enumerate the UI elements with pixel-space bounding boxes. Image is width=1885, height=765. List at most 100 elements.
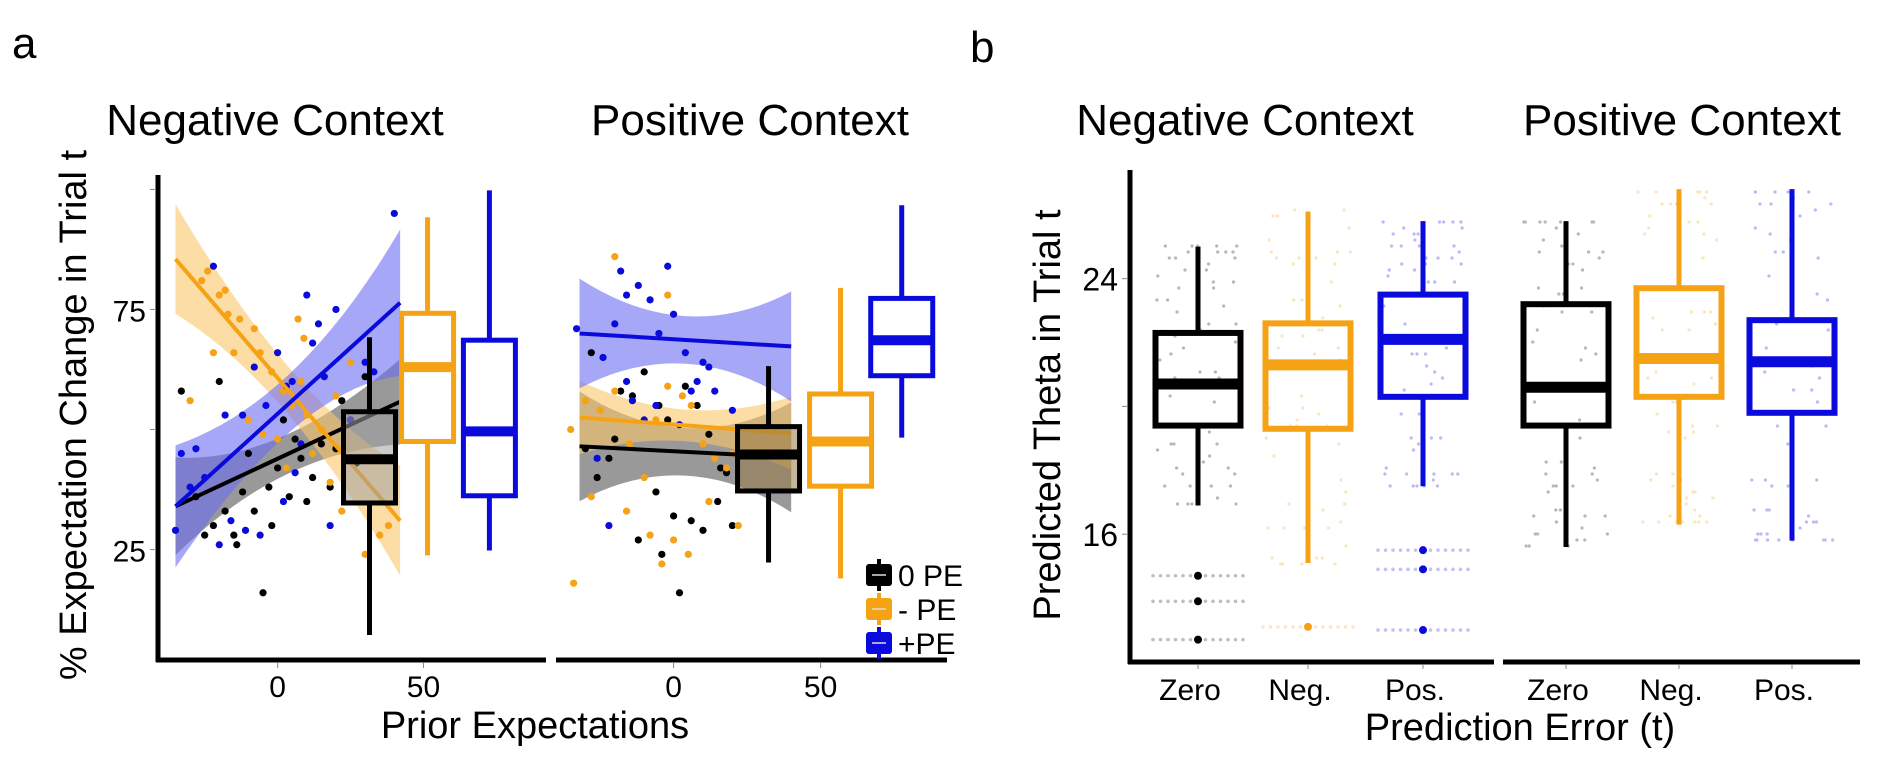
data-point-zero-pe — [233, 541, 241, 549]
outlier-jitter — [1398, 567, 1403, 572]
data-point-pos-pe — [611, 320, 619, 328]
data-point — [1671, 472, 1675, 476]
data-point-zero-pe — [250, 507, 258, 515]
outlier-jitter — [1233, 637, 1238, 642]
x-tick-label-b: Zero — [1159, 674, 1221, 707]
data-point — [1412, 232, 1416, 236]
data-point — [1450, 472, 1454, 476]
data-point-zero-pe — [640, 368, 648, 376]
outlier-row — [1376, 546, 1470, 555]
data-point — [1416, 232, 1420, 236]
outlier-jitter — [1268, 625, 1273, 629]
data-point — [1459, 262, 1463, 266]
outlier-jitter — [1283, 625, 1288, 629]
data-point-zero-pe — [297, 454, 305, 462]
data-point-pos-pe — [227, 517, 235, 525]
data-point — [1537, 250, 1541, 254]
data-point — [1702, 310, 1706, 314]
data-point-pos-pe — [241, 526, 250, 534]
outlier-jitter — [1166, 599, 1170, 604]
data-point — [1698, 190, 1702, 194]
data-point-pos-pe — [279, 497, 288, 506]
outlier-point — [1194, 571, 1202, 580]
data-point — [1523, 220, 1527, 224]
data-point-pos-pe — [681, 349, 689, 357]
legend-label: - PE — [898, 594, 956, 627]
data-point-neg-pe — [259, 430, 267, 438]
data-point — [1535, 328, 1539, 332]
data-point — [1275, 214, 1280, 218]
data-point — [1384, 466, 1388, 470]
data-point — [1234, 502, 1238, 506]
panel-a: Negative Context Positive Context % Expe… — [53, 96, 963, 747]
data-point — [1636, 190, 1640, 194]
data-point — [1207, 322, 1211, 326]
legend-item-neg-pe: - PE — [866, 593, 956, 627]
data-point — [1773, 250, 1777, 254]
data-point-pos-pe — [705, 363, 713, 371]
data-point — [1299, 394, 1304, 398]
data-point — [1280, 562, 1285, 566]
box-iqr — [460, 337, 518, 499]
data-point-pos-pe — [711, 387, 719, 395]
data-point — [1527, 544, 1531, 548]
data-point — [1347, 226, 1351, 230]
data-point — [1765, 508, 1769, 512]
outlier-jitter — [1428, 548, 1433, 552]
data-point — [1579, 358, 1583, 362]
panel-b: Negative Context Positive Context Predic… — [1027, 96, 1860, 749]
data-point-neg-pe — [300, 334, 308, 342]
outlier-jitter — [1436, 548, 1440, 552]
data-point — [1601, 250, 1605, 254]
data-point — [1460, 226, 1464, 230]
data-point — [1295, 418, 1299, 422]
data-point — [1338, 304, 1342, 308]
data-point — [1668, 514, 1672, 518]
outlier-jitter — [1413, 628, 1418, 632]
data-point — [1781, 250, 1785, 254]
data-point — [1417, 412, 1421, 416]
data-point-zero-pe — [611, 435, 619, 443]
data-point-pos-pe — [221, 411, 229, 419]
data-point — [1442, 220, 1446, 224]
data-point-neg-pe — [622, 507, 631, 515]
data-point — [1815, 400, 1820, 404]
outlier-jitter — [1226, 599, 1230, 604]
data-point — [1201, 460, 1206, 464]
data-point-pos-pe — [728, 406, 736, 414]
boxplot-pos-pe — [868, 205, 936, 438]
outlier-jitter — [1428, 567, 1433, 572]
data-point-pos-pe — [256, 531, 264, 539]
outlier-jitter — [1313, 625, 1318, 629]
data-point — [1697, 520, 1701, 524]
data-point — [1207, 430, 1212, 434]
data-point — [1417, 244, 1421, 248]
outlier-jitter — [1291, 625, 1295, 629]
outlier-jitter — [1241, 599, 1245, 604]
data-point-neg-pe — [326, 478, 334, 486]
data-point — [1190, 244, 1194, 248]
data-point-pos-pe — [655, 329, 663, 338]
data-point — [1647, 226, 1651, 230]
data-point-zero-pe — [717, 464, 725, 472]
outlier-jitter — [1203, 599, 1208, 604]
x-tick-label-b: Neg. — [1268, 674, 1331, 707]
data-point — [1169, 352, 1173, 356]
data-point-neg-pe — [221, 286, 229, 294]
data-point-pos-pe — [599, 353, 607, 362]
data-point — [1282, 526, 1286, 530]
data-point — [1437, 220, 1442, 224]
data-point-neg-pe — [384, 521, 393, 530]
data-point — [1580, 526, 1584, 530]
outlier-jitter — [1343, 625, 1348, 629]
data-point — [1753, 538, 1758, 542]
data-point — [1403, 322, 1407, 326]
data-point — [1750, 478, 1754, 482]
data-point — [1188, 484, 1192, 488]
data-point — [1689, 310, 1694, 314]
data-point — [1649, 478, 1653, 482]
outlier-jitter — [1383, 567, 1388, 572]
data-point-pos-pe — [215, 541, 223, 549]
data-point-neg-pe — [664, 291, 672, 299]
data-point-zero-pe — [658, 550, 666, 558]
